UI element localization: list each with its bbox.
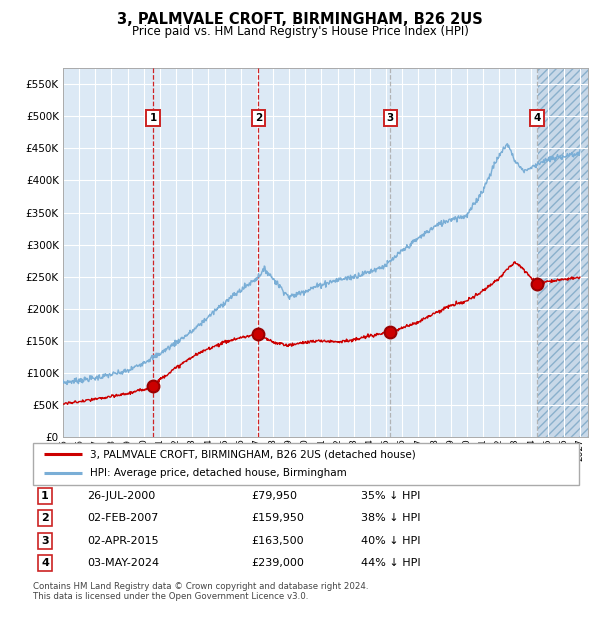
Text: £239,000: £239,000 — [251, 558, 304, 568]
Text: £79,950: £79,950 — [251, 490, 298, 501]
Text: 3: 3 — [41, 536, 49, 546]
Text: 4: 4 — [41, 558, 49, 568]
Text: 3, PALMVALE CROFT, BIRMINGHAM, B26 2US: 3, PALMVALE CROFT, BIRMINGHAM, B26 2US — [117, 12, 483, 27]
Text: £159,950: £159,950 — [251, 513, 304, 523]
Text: £163,500: £163,500 — [251, 536, 304, 546]
Text: 1: 1 — [149, 113, 157, 123]
Text: 26-JUL-2000: 26-JUL-2000 — [88, 490, 156, 501]
Text: 2: 2 — [254, 113, 262, 123]
Text: HPI: Average price, detached house, Birmingham: HPI: Average price, detached house, Birm… — [91, 469, 347, 479]
Text: 02-FEB-2007: 02-FEB-2007 — [88, 513, 159, 523]
Text: 40% ↓ HPI: 40% ↓ HPI — [361, 536, 420, 546]
Text: 35% ↓ HPI: 35% ↓ HPI — [361, 490, 420, 501]
Bar — [538, 68, 588, 437]
Text: 1: 1 — [41, 490, 49, 501]
Text: Contains HM Land Registry data © Crown copyright and database right 2024.
This d: Contains HM Land Registry data © Crown c… — [33, 582, 368, 601]
Text: 4: 4 — [533, 113, 541, 123]
Text: 44% ↓ HPI: 44% ↓ HPI — [361, 558, 420, 568]
Text: 38% ↓ HPI: 38% ↓ HPI — [361, 513, 420, 523]
Text: 3: 3 — [386, 113, 394, 123]
Text: 02-APR-2015: 02-APR-2015 — [88, 536, 159, 546]
Text: 3, PALMVALE CROFT, BIRMINGHAM, B26 2US (detached house): 3, PALMVALE CROFT, BIRMINGHAM, B26 2US (… — [91, 449, 416, 459]
Text: 2: 2 — [41, 513, 49, 523]
Text: 03-MAY-2024: 03-MAY-2024 — [88, 558, 160, 568]
Text: Price paid vs. HM Land Registry's House Price Index (HPI): Price paid vs. HM Land Registry's House … — [131, 25, 469, 38]
